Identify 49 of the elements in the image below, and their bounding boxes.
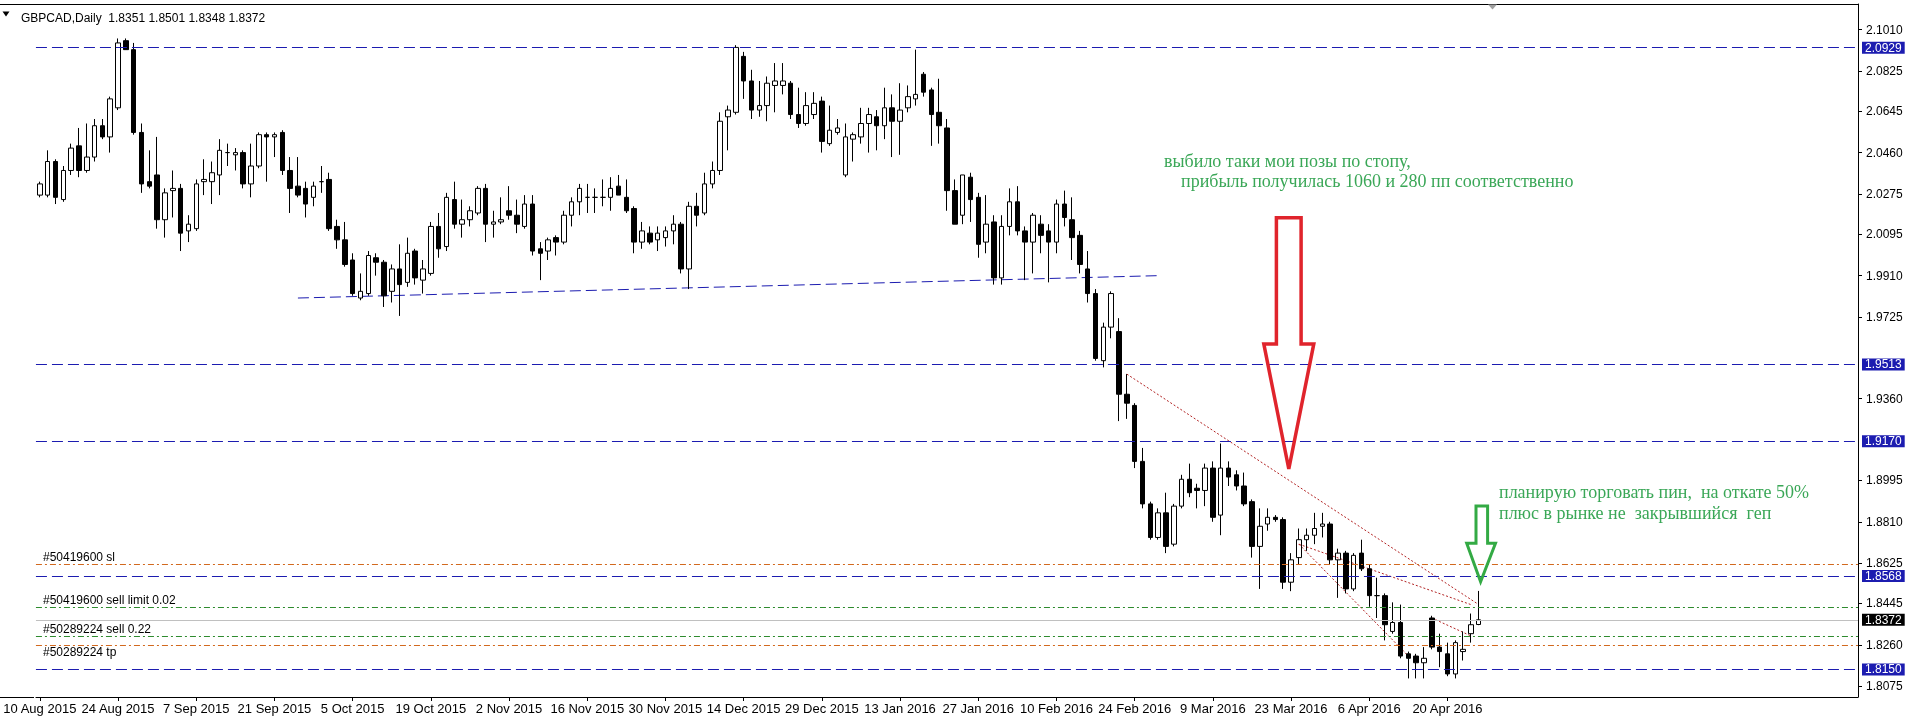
annotation: выбило таки мои позы по стопу,	[1164, 151, 1411, 171]
ref-line-label: #50289224 tp	[42, 644, 117, 659]
x-tick-label: 29 Dec 2015	[784, 701, 859, 716]
x-tick-label: 10 Feb 2016	[1019, 701, 1093, 716]
x-tick-label: 5 Oct 2015	[320, 701, 385, 716]
ref-line-label: 1.9170	[1865, 434, 1903, 449]
y-tick-label: 1.8445	[1866, 596, 1904, 611]
x-tick-label: 13 Jan 2016	[864, 701, 936, 716]
x-tick-label: 27 Jan 2016	[942, 701, 1015, 716]
y-tick-label: 1.9725	[1866, 310, 1904, 325]
annotation: прибыль получилась 1060 и 280 пп соответственно	[1181, 171, 1574, 191]
x-tick-label: 24 Aug 2015	[81, 701, 155, 716]
y-tick-label: 1.9910	[1866, 268, 1904, 283]
annotation: планирую торговать пин, на откате 50%	[1499, 482, 1809, 502]
ref-line-label: 1.9513	[1865, 357, 1903, 372]
x-tick-label: 30 Nov 2015	[628, 701, 703, 716]
y-tick-label: 2.1010	[1866, 22, 1904, 37]
x-tick-label: 9 Mar 2016	[1179, 701, 1246, 716]
ref-line-label: #50419600 sl	[42, 550, 116, 565]
x-tick-label: 14 Dec 2015	[706, 701, 781, 716]
y-tick-label: 2.0095	[1866, 227, 1904, 242]
x-tick-label: 2 Nov 2015	[475, 701, 543, 716]
ref-line-label: 1.8150	[1865, 662, 1903, 677]
ref-line-label: 1.8568	[1865, 568, 1903, 583]
x-tick-label: 7 Sep 2015	[163, 701, 230, 716]
y-tick-label: 1.8625	[1866, 556, 1904, 571]
text: GBPCAD,Daily 1.8351 1.8501 1.8348 1.8372	[21, 11, 266, 25]
ref-line-label: #50289224 sell 0.22	[42, 621, 152, 636]
y-tick-label: 2.0645	[1866, 104, 1904, 119]
x-tick-label: 6 Apr 2016	[1337, 701, 1401, 716]
y-tick-label: 1.8810	[1866, 514, 1904, 529]
y-tick-label: 2.0275	[1866, 186, 1904, 201]
y-tick-label: 1.8260	[1866, 637, 1904, 652]
ref-line-label: 2.0929	[1865, 40, 1903, 55]
y-tick-label: 2.0825	[1866, 63, 1904, 78]
ref-line-label: 1.8372	[1865, 612, 1903, 627]
y-tick-label: 1.9360	[1866, 391, 1904, 406]
x-tick-label: 20 Apr 2016	[1412, 701, 1483, 716]
annotation: плюс в рынке не закрывшийся геп	[1499, 503, 1772, 523]
x-tick-label: 19 Oct 2015	[395, 701, 467, 716]
x-tick-label: 24 Feb 2016	[1098, 701, 1172, 716]
y-tick-label: 1.8995	[1866, 473, 1904, 488]
x-tick-label: 10 Aug 2015	[3, 701, 77, 716]
x-tick-label: 21 Sep 2015	[237, 701, 312, 716]
y-tick-label: 2.0460	[1866, 145, 1904, 160]
ref-line-label: #50419600 sell limit 0.02	[42, 592, 177, 607]
x-tick-label: 23 Mar 2016	[1254, 701, 1328, 716]
x-tick-label: 16 Nov 2015	[550, 701, 625, 716]
y-tick-label: 1.8075	[1866, 679, 1904, 694]
